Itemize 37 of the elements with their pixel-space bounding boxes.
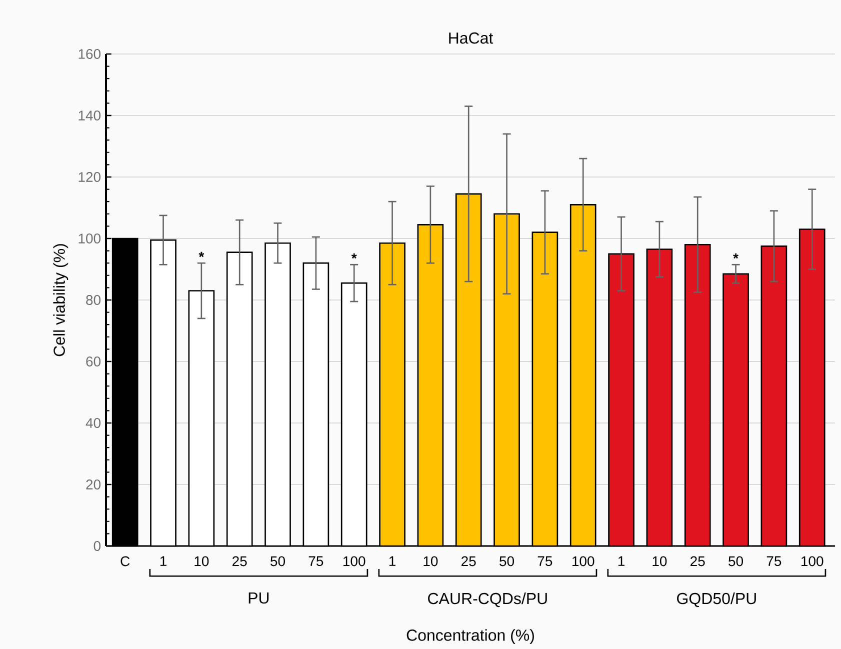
y-tick-label: 160: [78, 49, 101, 59]
x-tick-label: 25: [232, 556, 247, 566]
data-label: *: [733, 253, 738, 259]
y-tick-label: 140: [78, 110, 101, 120]
chart-title: HaCat: [449, 32, 494, 44]
x-tick-label: 10: [652, 556, 667, 566]
x-tick-label: 1: [160, 556, 166, 566]
x-tick-label: 10: [424, 556, 438, 566]
x-tick-label: 75: [538, 556, 552, 566]
x-tick-label: 100: [802, 556, 824, 566]
x-tick-label: 50: [728, 556, 744, 566]
x-axis-title: Concentration (%): [406, 629, 534, 644]
y-tick-label: 40: [86, 418, 101, 428]
x-tick-label: C: [120, 556, 130, 566]
x-tick-label: 75: [308, 556, 324, 566]
y-tick-label: 100: [78, 234, 101, 244]
x-tick-label: 25: [462, 556, 476, 566]
y-tick-label: 60: [86, 356, 101, 366]
text: PU: [248, 592, 269, 604]
y-tick-label: 20: [86, 480, 101, 490]
y-tick-label: 80: [86, 295, 101, 305]
data-label: *: [351, 253, 357, 259]
y-tick-label: 0: [94, 541, 101, 551]
x-tick-label: 50: [270, 556, 285, 566]
x-tick-label: 75: [766, 556, 782, 566]
x-tick-label: 50: [500, 556, 514, 566]
text: GQD50/PU: [677, 592, 756, 608]
y-axis-title: Cell viability (%): [53, 244, 68, 356]
x-tick-label: 25: [690, 556, 705, 566]
x-tick-label: 1: [389, 556, 396, 566]
x-tick-label: 100: [572, 556, 594, 566]
x-tick-label: 10: [194, 556, 209, 566]
x-tick-label: 1: [618, 556, 624, 566]
x-tick-label: 100: [343, 556, 366, 566]
y-tick-label: 120: [78, 172, 101, 182]
data-label: *: [198, 252, 204, 258]
text: CAUR-CQDs/PU: [428, 592, 547, 608]
